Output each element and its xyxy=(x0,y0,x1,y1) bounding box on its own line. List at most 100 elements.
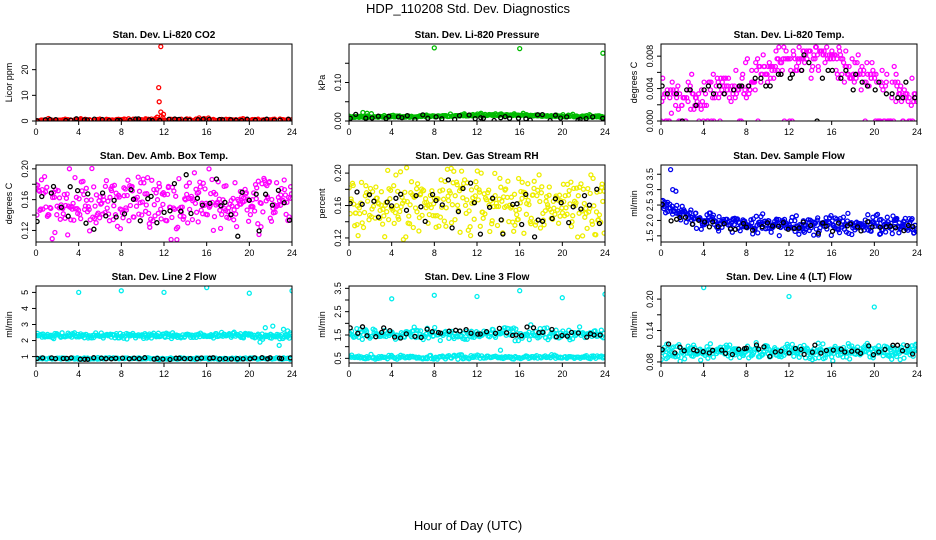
data-point xyxy=(764,71,770,77)
data-point xyxy=(519,179,525,185)
data-point xyxy=(566,219,572,226)
data-point xyxy=(708,118,715,121)
data-point xyxy=(467,232,474,239)
data-point xyxy=(43,204,49,210)
data-point xyxy=(809,356,816,363)
x-tick-label: 4 xyxy=(76,248,81,258)
data-point xyxy=(847,221,854,227)
data-point xyxy=(871,220,877,226)
data-point xyxy=(216,116,223,121)
data-point xyxy=(590,114,596,120)
data-point xyxy=(537,198,543,205)
x-tick-label: 4 xyxy=(701,248,706,258)
data-point xyxy=(476,189,483,195)
data-point xyxy=(363,115,369,121)
x-tick-label: 12 xyxy=(784,248,794,258)
data-point xyxy=(471,200,478,206)
data-point xyxy=(880,87,886,93)
data-point xyxy=(498,115,504,121)
data-point xyxy=(483,329,490,335)
data-point xyxy=(512,338,518,344)
data-point xyxy=(50,183,57,190)
data-point xyxy=(403,165,410,171)
data-point xyxy=(845,210,851,217)
data-point xyxy=(431,45,437,51)
data-point xyxy=(874,211,881,218)
data-point xyxy=(866,343,872,349)
data-point xyxy=(252,117,259,121)
data-point xyxy=(452,193,458,199)
data-point xyxy=(737,228,743,234)
data-point xyxy=(789,341,795,348)
data-point xyxy=(228,117,234,121)
data-point xyxy=(160,115,166,121)
data-point xyxy=(196,189,202,196)
x-tick-label: 12 xyxy=(472,369,482,379)
data-point xyxy=(391,334,398,340)
data-point xyxy=(861,67,867,74)
data-point xyxy=(709,347,716,353)
data-point xyxy=(457,229,463,235)
data-point xyxy=(542,208,548,214)
data-point xyxy=(871,304,877,310)
y-tick-label: 0.20 xyxy=(645,290,655,308)
data-point xyxy=(552,196,559,202)
data-point xyxy=(492,192,498,199)
data-point xyxy=(246,290,252,296)
data-point xyxy=(230,195,236,202)
data-point xyxy=(48,205,54,212)
data-point xyxy=(848,75,854,81)
data-point xyxy=(554,207,561,213)
x-tick-label: 20 xyxy=(244,127,254,137)
data-point xyxy=(361,209,368,216)
series-cyan-high xyxy=(349,288,605,353)
data-point xyxy=(38,177,45,183)
data-point xyxy=(76,196,82,202)
x-tick-label: 20 xyxy=(869,248,879,258)
data-point xyxy=(92,203,98,209)
data-point xyxy=(63,195,70,201)
data-point xyxy=(891,63,897,70)
data-point xyxy=(417,190,424,197)
data-point xyxy=(116,194,122,200)
data-point xyxy=(387,187,394,193)
data-point xyxy=(391,220,397,227)
data-point xyxy=(411,354,417,360)
data-point xyxy=(846,63,852,70)
data-point xyxy=(772,349,778,355)
data-point xyxy=(136,211,142,217)
data-point xyxy=(566,187,572,194)
data-point xyxy=(784,341,790,347)
y-tick-label: 0.14 xyxy=(645,322,655,340)
data-point xyxy=(913,347,917,353)
data-point xyxy=(708,79,714,85)
data-point xyxy=(191,170,198,176)
data-point xyxy=(48,190,54,196)
data-point xyxy=(673,91,680,97)
y-tick-label: 1.5 xyxy=(645,230,655,243)
data-point xyxy=(443,205,449,211)
data-point xyxy=(143,202,149,208)
data-point xyxy=(478,115,484,121)
y-tick-label: 10 xyxy=(20,90,30,100)
points xyxy=(36,286,292,363)
data-point xyxy=(698,226,704,232)
data-point xyxy=(729,351,736,358)
data-point xyxy=(413,192,419,199)
data-point xyxy=(235,233,241,239)
data-point xyxy=(356,205,362,211)
y-tick-label: 0.12 xyxy=(333,229,343,247)
data-point xyxy=(903,79,909,85)
y-tick-label: 2 xyxy=(20,338,30,343)
data-point xyxy=(188,210,194,217)
data-point xyxy=(749,67,755,74)
plot-frame xyxy=(348,285,606,364)
data-point xyxy=(210,227,217,234)
data-point xyxy=(82,356,88,362)
data-point xyxy=(139,212,145,218)
data-point xyxy=(602,291,605,297)
data-point xyxy=(909,351,916,357)
data-point xyxy=(95,210,101,216)
data-point xyxy=(581,192,588,199)
